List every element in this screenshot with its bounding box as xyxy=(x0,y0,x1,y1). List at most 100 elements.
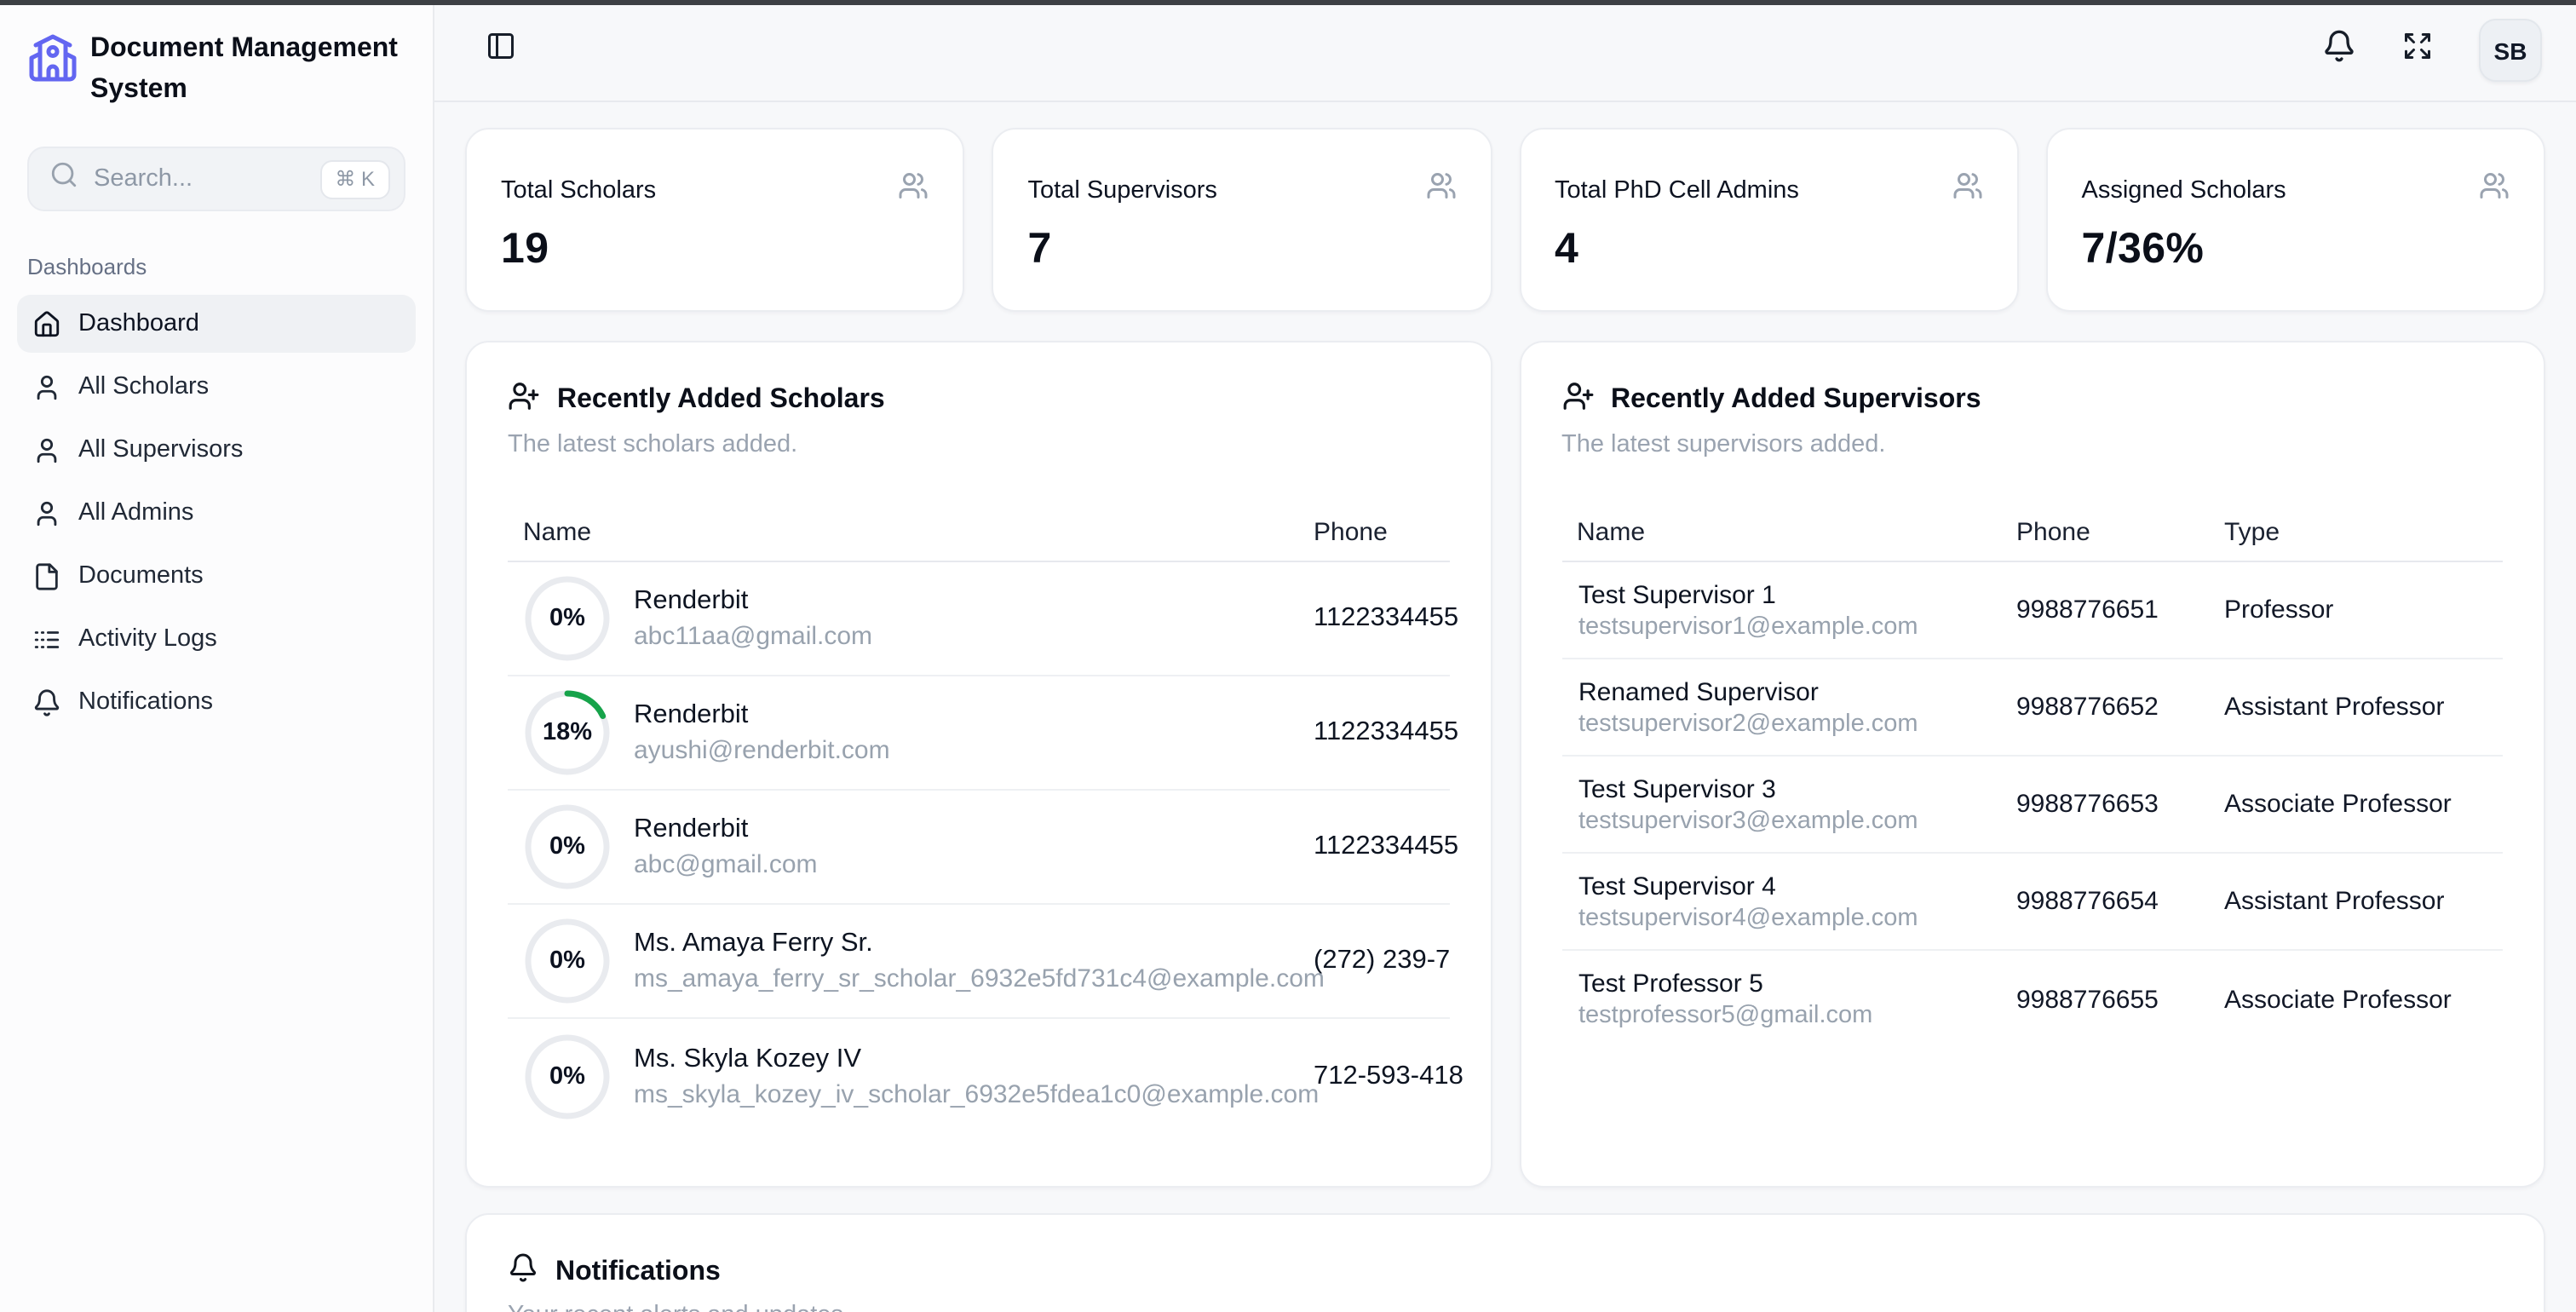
user-avatar[interactable]: SB xyxy=(2479,19,2542,82)
notifications-panel: Notifications Your recent alerts and upd… xyxy=(465,1213,2545,1312)
stat-card-header: Total Supervisors xyxy=(1028,170,1457,210)
supervisor-phone: 9988776652 xyxy=(2016,693,2159,722)
column-header-name: Name xyxy=(523,518,592,547)
stat-value: 4 xyxy=(1555,225,1579,273)
search-icon xyxy=(51,162,77,187)
scholar-name-cell: Ms. Amaya Ferry Sr. ms_amaya_ferry_sr_sc… xyxy=(634,929,1325,993)
supervisor-email: testprofessor5@gmail.com xyxy=(1578,1002,1873,1029)
panel-subtitle: The latest supervisors added. xyxy=(1561,431,1886,458)
file-icon xyxy=(36,562,58,590)
users-icon xyxy=(1953,173,1981,199)
stat-value: 19 xyxy=(501,225,549,273)
supervisor-type: Associate Professor xyxy=(2224,790,2452,819)
search-input-box[interactable]: ⌘ K xyxy=(27,147,405,211)
recent-scholars-panel: Recently Added Scholars The latest schol… xyxy=(465,341,1492,1188)
sidebar-item-activity-logs[interactable]: Activity Logs xyxy=(17,610,416,668)
expand-icon xyxy=(2405,33,2430,59)
progress-value: 0% xyxy=(549,947,585,975)
stat-cards-row: Total Scholars 19 Total Supervisors 7 To… xyxy=(465,128,2545,312)
supervisor-type: Assistant Professor xyxy=(2224,887,2445,916)
fullscreen-button[interactable] xyxy=(2402,31,2433,70)
sidebar-section-label: Dashboards xyxy=(27,254,147,279)
sidebar-item-notifications[interactable]: Notifications xyxy=(17,673,416,731)
scholar-name: Renderbit xyxy=(634,586,749,615)
bell-icon xyxy=(2322,29,2356,72)
scholar-name: Ms. Skyla Kozey IV xyxy=(634,1044,862,1073)
stat-label: Total Scholars xyxy=(501,176,657,204)
recent-supervisors-panel: Recently Added Supervisors The latest su… xyxy=(1519,341,2545,1188)
supervisor-phone: 9988776655 xyxy=(2016,985,2159,1014)
user-plus-icon xyxy=(1561,380,1594,421)
scholar-name-cell: Renderbit ayushi@renderbit.com xyxy=(634,700,890,765)
users-icon xyxy=(1426,173,1455,199)
sidebar-item-all-admins[interactable]: All Admins xyxy=(17,484,416,542)
sidebar-item-dashboard[interactable]: Dashboard xyxy=(17,295,416,353)
recent-scholars-title-row: Recently Added Scholars xyxy=(508,380,1449,421)
sidebar-toggle-button[interactable] xyxy=(486,31,516,70)
scholar-row: 0% Renderbit abc@gmail.com 1122334455 xyxy=(508,791,1458,905)
topbar-actions: SB xyxy=(2322,19,2542,82)
scholar-row: 18% Renderbit ayushi@renderbit.com 11223… xyxy=(508,676,1458,791)
column-header-type: Type xyxy=(2224,518,2280,547)
panel-left-icon xyxy=(488,33,514,59)
progress-ring: 0% xyxy=(523,574,612,663)
scholar-name: Renderbit xyxy=(634,814,749,843)
stat-value: 7/36% xyxy=(2081,225,2205,273)
school-icon xyxy=(27,32,78,92)
bell-icon xyxy=(2325,30,2354,62)
scholar-phone: 712-593-418 xyxy=(1314,1061,1463,1090)
scholar-phone: 1122334455 xyxy=(1314,832,1459,860)
supervisor-email: testsupervisor4@example.com xyxy=(1578,904,1918,931)
stat-label: Total Supervisors xyxy=(1027,176,1217,204)
sidebar-item-label: Activity Logs xyxy=(78,625,217,653)
stat-label: Assigned Scholars xyxy=(2081,176,2286,204)
panel-title: Recently Added Scholars xyxy=(557,385,885,414)
supervisor-row: Test Supervisor 1 testsupervisor1@exampl… xyxy=(1561,562,2503,659)
scholar-email: abc@gmail.com xyxy=(634,850,818,879)
scholar-name-cell: Ms. Skyla Kozey IV ms_skyla_kozey_iv_sch… xyxy=(634,1044,1319,1108)
stat-label: Total PhD Cell Admins xyxy=(1555,176,1799,204)
users-icon xyxy=(1952,170,1983,210)
column-header-phone: Phone xyxy=(1314,518,1388,547)
progress-ring: 0% xyxy=(523,803,612,891)
topbar: SB xyxy=(434,0,2576,102)
users-icon xyxy=(2479,170,2510,210)
bell-icon xyxy=(34,688,60,716)
main-content: Total Scholars 19 Total Supervisors 7 To… xyxy=(434,102,2576,1312)
stat-value: 7 xyxy=(1027,225,1052,273)
stat-card-header: Assigned Scholars xyxy=(2082,170,2510,210)
sidebar-item-documents[interactable]: Documents xyxy=(17,547,416,605)
scholar-name: Ms. Amaya Ferry Sr. xyxy=(634,929,873,958)
stat-card-assigned-scholars: Assigned Scholars 7/36% xyxy=(2045,128,2545,312)
user-plus-icon xyxy=(509,383,539,410)
search-input[interactable] xyxy=(94,165,305,193)
progress-ring: 0% xyxy=(523,917,612,1005)
sidebar-item-all-scholars[interactable]: All Scholars xyxy=(17,358,416,416)
scholar-email: ms_amaya_ferry_sr_scholar_6932e5fd731c4@… xyxy=(634,964,1325,993)
search-icon xyxy=(49,160,78,198)
sidebar-item-all-supervisors[interactable]: All Supervisors xyxy=(17,421,416,479)
app-title: Document Management System xyxy=(90,34,398,104)
sidebar-item-label: All Supervisors xyxy=(78,436,244,463)
scholar-row: 0% Ms. Amaya Ferry Sr. ms_amaya_ferry_sr… xyxy=(508,905,1450,1019)
logs-icon xyxy=(34,630,60,647)
progress-ring: 18% xyxy=(523,688,612,777)
users-icon xyxy=(900,173,928,199)
column-header-name: Name xyxy=(1577,518,1646,547)
supervisors-table-header: Name Phone Type xyxy=(1561,458,2503,562)
supervisor-name: Test Professor 5 xyxy=(1578,970,1763,998)
scholar-name: Renderbit xyxy=(634,700,749,729)
progress-ring: 0% xyxy=(523,1032,612,1120)
users-icon xyxy=(2480,173,2509,199)
scholar-name-cell: Renderbit abc@gmail.com xyxy=(634,814,818,879)
user-icon xyxy=(37,374,57,400)
panel-left-icon xyxy=(486,31,516,70)
sidebar-item-label: Notifications xyxy=(78,688,213,716)
sidebar-item-label: All Scholars xyxy=(78,373,210,400)
notifications-button[interactable] xyxy=(2322,29,2356,72)
sidebar: Document Management System ⌘ K Dashboard… xyxy=(0,0,434,1312)
sidebar-item-label: Dashboard xyxy=(78,310,199,337)
supervisor-name: Renamed Supervisor xyxy=(1578,677,1819,706)
notifications-title-row: Notifications xyxy=(508,1252,2503,1292)
